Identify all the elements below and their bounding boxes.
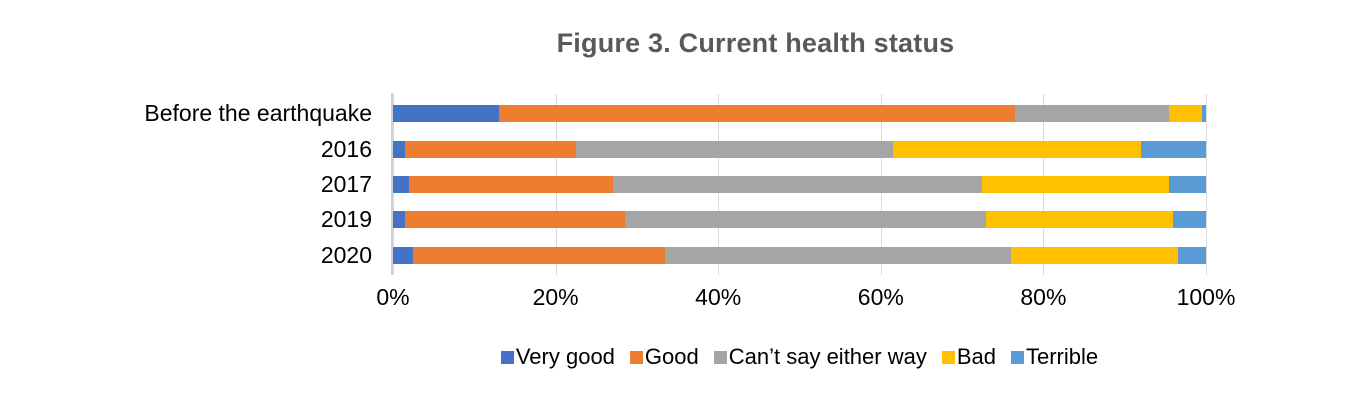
legend-label: Can’t say either way [728,344,927,369]
legend-label: Terrible [1026,344,1099,369]
category-axis: Before the earthquake 2016 2017 2019 2020 [0,96,372,273]
legend-swatch [1011,350,1024,364]
x-tick-label: 20% [532,284,579,310]
bar-row [393,167,1206,202]
bar-segment [665,246,1011,264]
value-axis-ticks: 0% 20% 40% 60% 80% 100% [376,284,1235,312]
bar-segment [1169,176,1206,194]
bar-segment [393,176,410,194]
legend-label: Good [644,344,699,369]
value-axis-line [391,93,393,275]
stacked-bar [393,246,1206,264]
stacked-bar [393,176,1206,194]
chart-title: Figure 3. Current health status [556,28,955,58]
bar-row [393,96,1206,131]
bar-segment [409,176,613,194]
legend-swatch [500,350,514,364]
x-tick-label: 80% [1020,284,1067,310]
bar-rows [393,96,1206,273]
x-tick-label: 60% [857,284,904,310]
legend-label: Bad [956,344,996,369]
bar-segment [612,176,983,194]
bar-segment [393,246,414,264]
bar-segment [405,211,625,229]
bar-row [393,131,1206,166]
category-label: 2019 [320,206,372,233]
legend-item: Can’t say either way [713,344,927,370]
bar-segment [575,140,893,158]
legend: Very good Good Can’t say either way Bad Terr… [393,344,1206,370]
gridline [1206,94,1207,275]
stacked-bar [393,211,1206,229]
bar-row [393,238,1206,273]
bar-segment [624,211,987,229]
legend-item: Bad [941,344,996,370]
bar-segment [405,140,576,158]
bar-segment [982,176,1170,194]
legend-swatch [629,350,643,364]
bar-segment [393,211,406,229]
bar-row [393,202,1206,237]
legend-item: Very good [500,344,615,370]
category-label: 2016 [320,135,372,162]
bar-segment [413,246,666,264]
x-tick-label: 100% [1176,284,1236,310]
stacked-bar [393,140,1206,158]
plot-area [391,93,1207,275]
bar-segment [1010,246,1178,264]
bar-segment [986,211,1174,229]
category-label: 2017 [320,171,372,198]
legend-label: Very good [515,344,615,369]
bar-segment [1177,246,1206,264]
x-tick-label: 0% [376,284,410,310]
bar-segment [1201,105,1206,123]
bar-segment [892,140,1141,158]
legend-item: Terrible [1011,344,1098,370]
x-tick-label: 40% [695,284,742,310]
bar-segment [1014,105,1170,123]
category-label: Before the earthquake [144,100,372,127]
bar-segment [1140,140,1206,158]
category-label: 2020 [320,241,372,268]
bar-segment [1169,105,1202,123]
legend-item: Good [629,344,699,370]
legend-swatch [713,350,727,364]
stacked-bar [393,105,1206,123]
bar-segment [393,105,499,123]
legend-swatch [941,350,955,364]
bar-segment [498,105,1015,123]
bar-segment [1173,211,1206,229]
bar-segment [393,140,406,158]
